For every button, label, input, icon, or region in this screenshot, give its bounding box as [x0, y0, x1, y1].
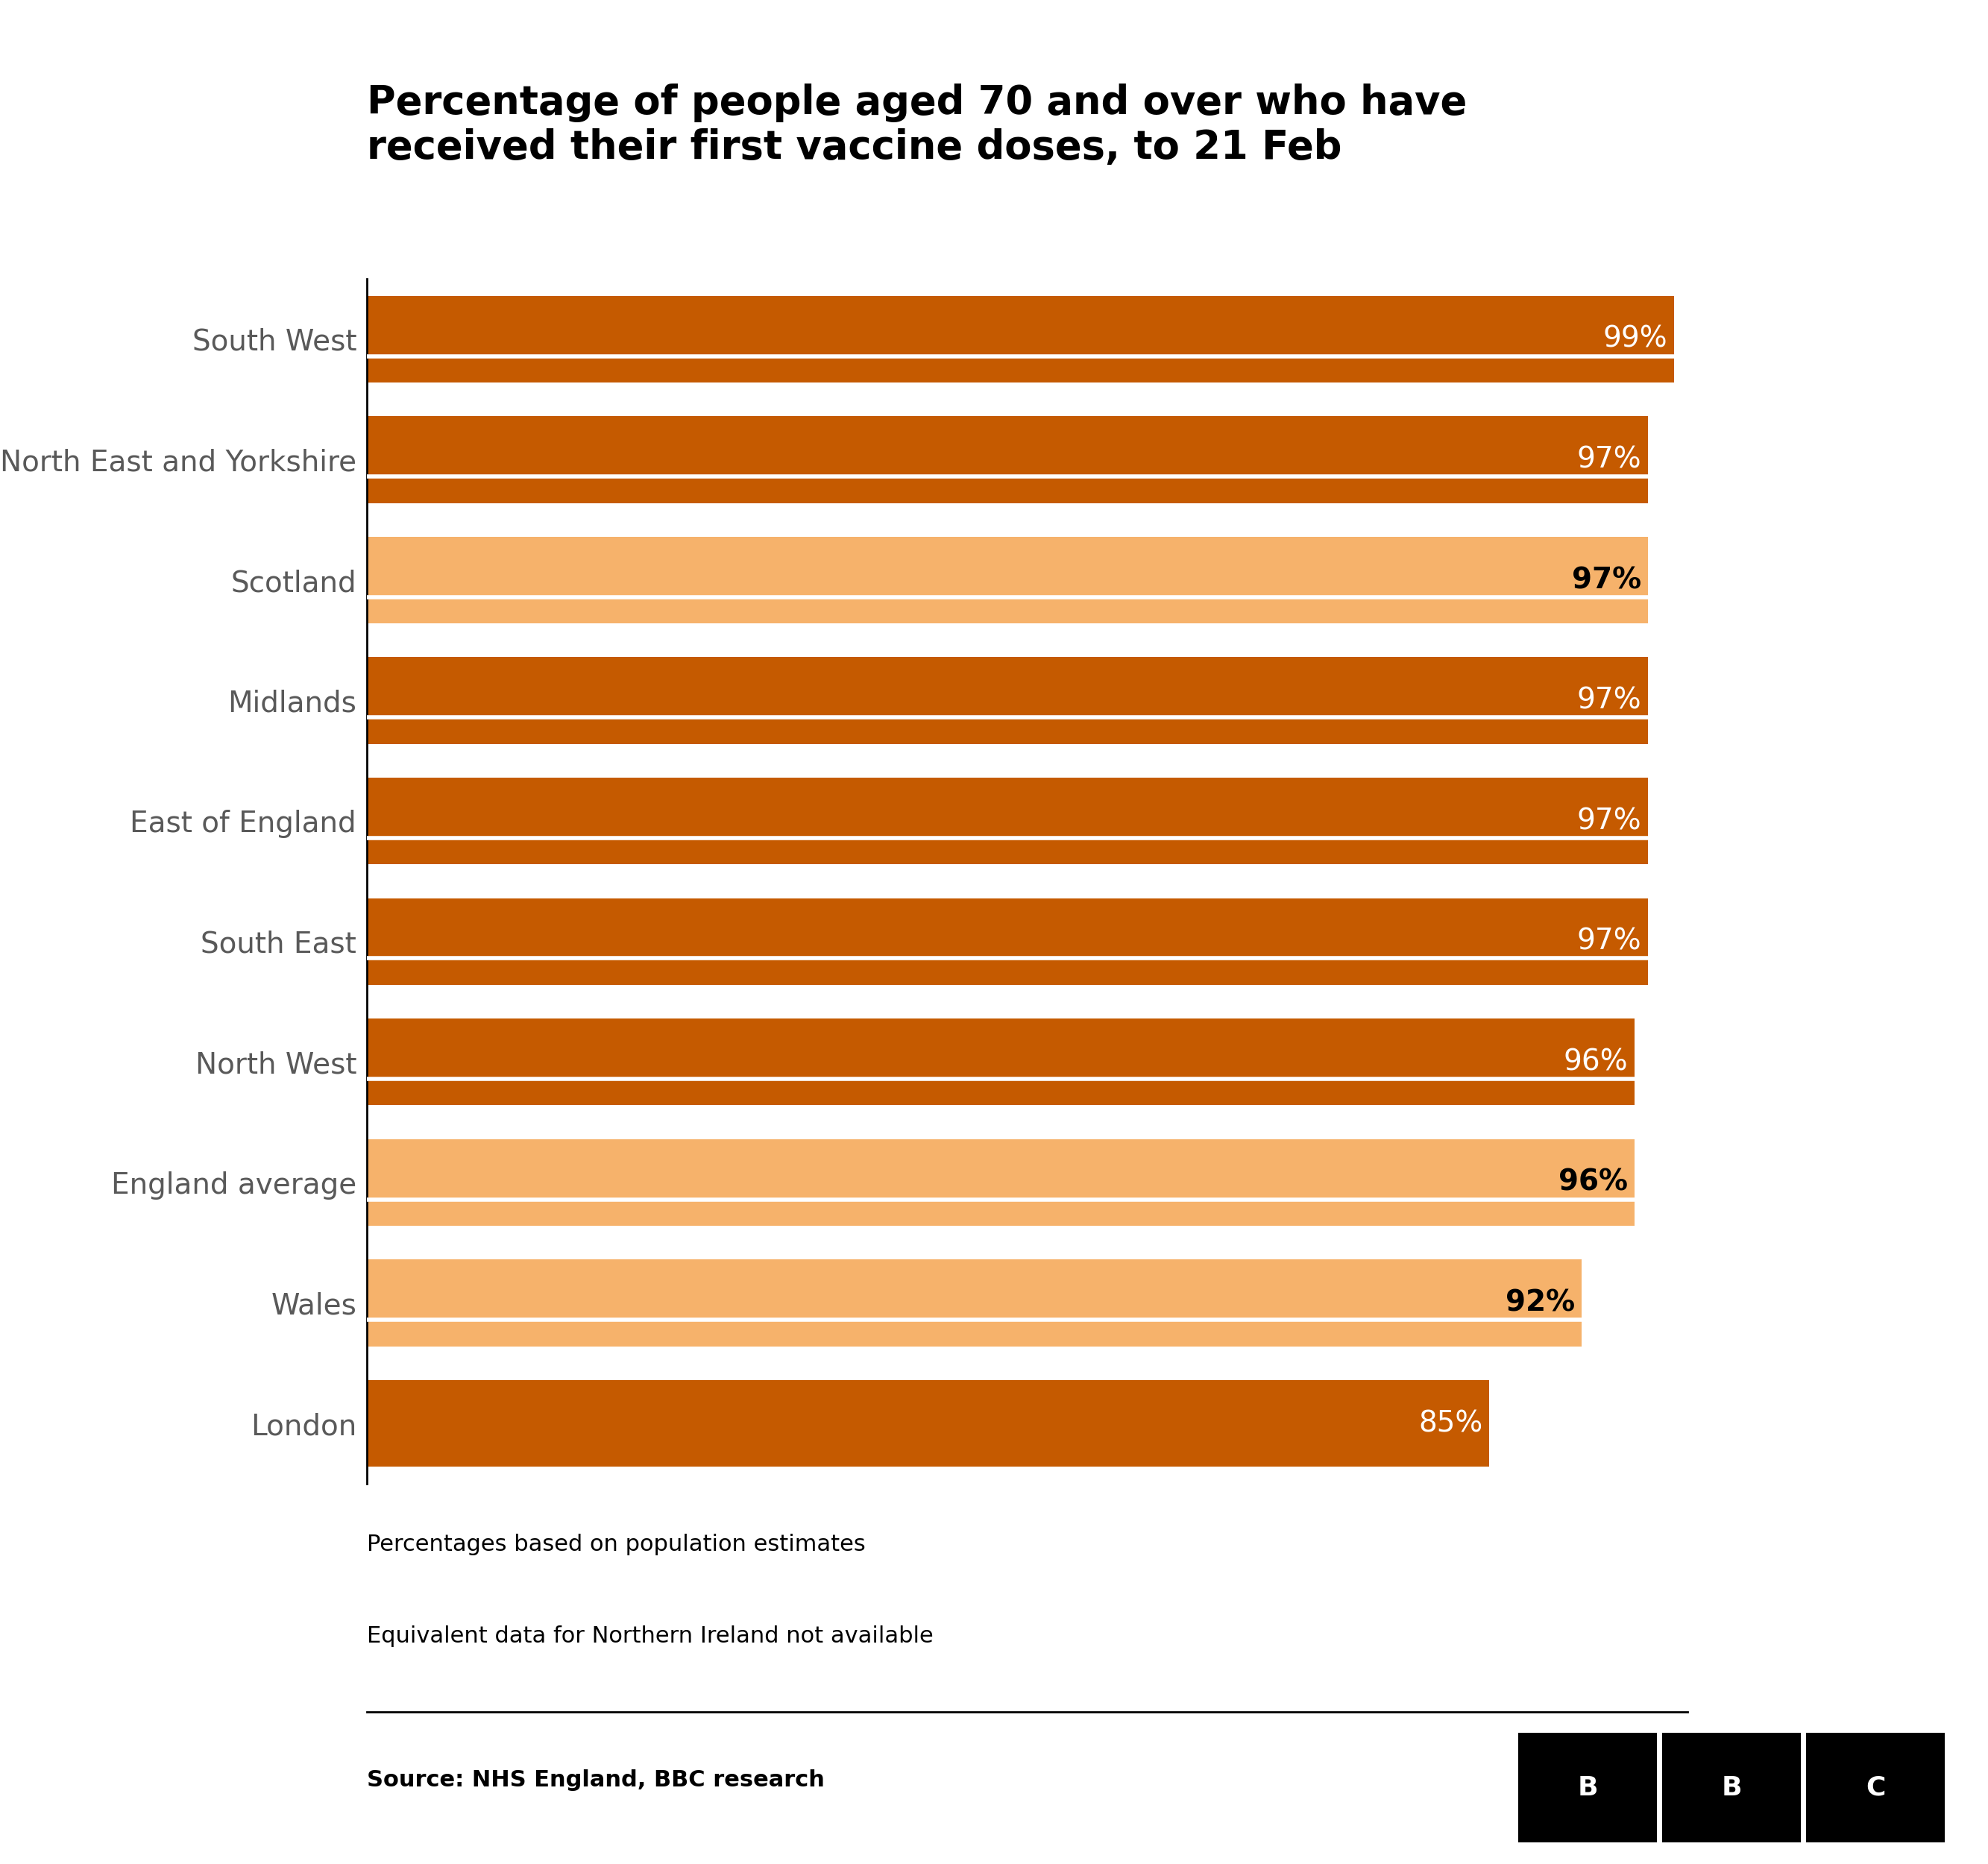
Text: 97%: 97%: [1573, 567, 1642, 595]
FancyBboxPatch shape: [1807, 1734, 1944, 1843]
Text: 99%: 99%: [1602, 324, 1668, 354]
Bar: [368, 658, 1648, 744]
Bar: [368, 416, 1648, 503]
Text: Percentages based on population estimates: Percentages based on population estimate…: [368, 1534, 865, 1555]
Text: B: B: [1578, 1775, 1598, 1801]
Text: Source: NHS England, BBC research: Source: NHS England, BBC research: [368, 1769, 825, 1791]
FancyBboxPatch shape: [1519, 1734, 1658, 1843]
Text: 96%: 96%: [1559, 1169, 1628, 1197]
Text: B: B: [1722, 1775, 1741, 1801]
Bar: [368, 1260, 1582, 1346]
Text: Percentage of people aged 70 and over who have
received their first vaccine dose: Percentage of people aged 70 and over wh…: [368, 84, 1467, 168]
Bar: [368, 537, 1648, 623]
FancyBboxPatch shape: [1662, 1734, 1801, 1843]
Bar: [368, 296, 1674, 382]
Bar: [368, 1139, 1634, 1227]
Text: 96%: 96%: [1563, 1048, 1628, 1076]
Text: 97%: 97%: [1576, 807, 1642, 835]
Text: 97%: 97%: [1576, 686, 1642, 714]
Text: 97%: 97%: [1576, 445, 1642, 473]
Text: 85%: 85%: [1419, 1409, 1483, 1437]
Text: C: C: [1867, 1775, 1885, 1801]
Text: 97%: 97%: [1576, 928, 1642, 956]
Bar: [368, 898, 1648, 984]
Text: Equivalent data for Northern Ireland not available: Equivalent data for Northern Ireland not…: [368, 1625, 934, 1646]
Text: 92%: 92%: [1505, 1288, 1574, 1318]
Bar: [368, 1379, 1489, 1467]
Bar: [368, 1018, 1634, 1105]
Bar: [368, 777, 1648, 865]
